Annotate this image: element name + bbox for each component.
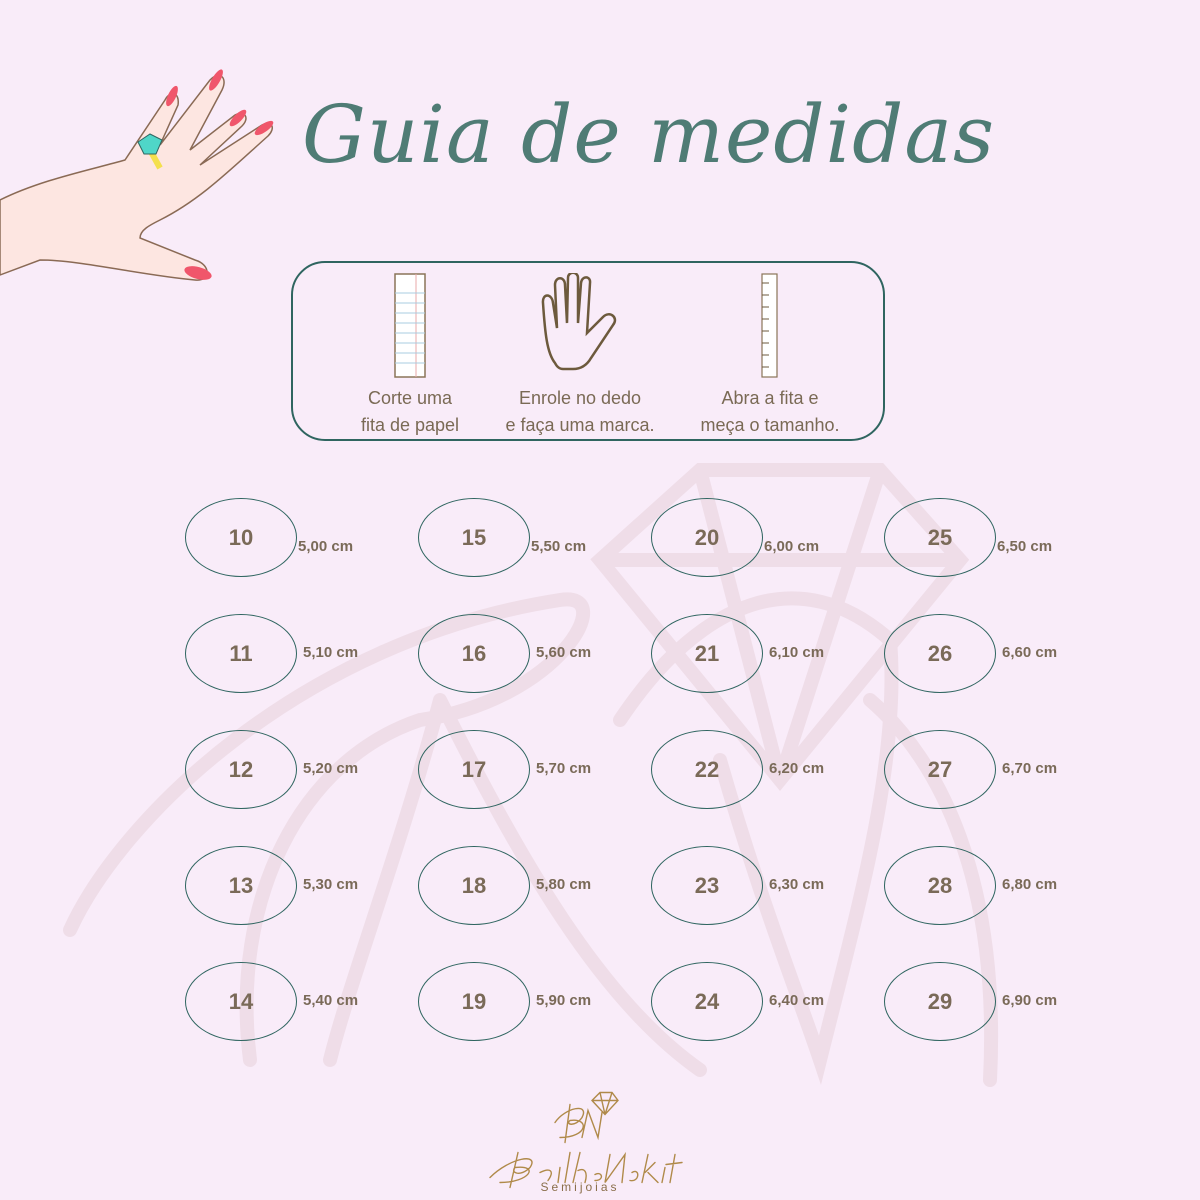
- circumference-label: 5,70 cm: [536, 760, 592, 777]
- circumference-label: 5,40 cm: [303, 992, 359, 1009]
- ring-size-16: 16: [418, 614, 530, 693]
- circumference-label: 6,90 cm: [1002, 992, 1058, 1009]
- ring-size-21: 21: [651, 614, 763, 693]
- circumference-label: 5,90 cm: [536, 992, 592, 1009]
- circumference-label: 6,40 cm: [769, 992, 825, 1009]
- circumference-label: 5,00 cm: [298, 538, 354, 555]
- brand-logo: [489, 1091, 683, 1189]
- ring-size-17: 17: [418, 730, 530, 809]
- circumference-label: 6,70 cm: [1002, 760, 1058, 777]
- step-text: fita de papel: [360, 415, 460, 435]
- circumference-label: 6,10 cm: [769, 644, 825, 661]
- ring-size-11: 11: [185, 614, 297, 693]
- step-text: Abra a fita e: [721, 388, 819, 408]
- ring-size-19: 19: [418, 962, 530, 1041]
- circumference-label: 6,50 cm: [997, 538, 1053, 555]
- circumference-label: 5,80 cm: [536, 876, 592, 893]
- ring-size-14: 14: [185, 962, 297, 1041]
- page-title: Guia de medidas: [302, 88, 996, 181]
- ring-size-20: 20: [651, 498, 763, 577]
- hand-icon: [541, 273, 617, 371]
- circumference-label: 5,30 cm: [303, 876, 359, 893]
- ring-size-24: 24: [651, 962, 763, 1041]
- circumference-label: 6,60 cm: [1002, 644, 1058, 661]
- ring-size-26: 26: [884, 614, 996, 693]
- ring-size-29: 29: [884, 962, 996, 1041]
- circumference-label: 6,00 cm: [764, 538, 820, 555]
- step-text: Corte uma: [367, 388, 453, 408]
- circumference-label: 6,30 cm: [769, 876, 825, 893]
- brand-tagline: Semijoias: [540, 1180, 620, 1194]
- ring-size-22: 22: [651, 730, 763, 809]
- ring-size-25: 25: [884, 498, 996, 577]
- circumference-label: 5,20 cm: [303, 760, 359, 777]
- ring-size-28: 28: [884, 846, 996, 925]
- step-text: meça o tamanho.: [700, 415, 840, 435]
- hand-with-ring-illustration: [0, 69, 274, 281]
- ring-size-15: 15: [418, 498, 530, 577]
- circumference-label: 6,20 cm: [769, 760, 825, 777]
- ring-size-18: 18: [418, 846, 530, 925]
- circumference-label: 6,80 cm: [1002, 876, 1058, 893]
- ring-size-27: 27: [884, 730, 996, 809]
- ring-size-13: 13: [185, 846, 297, 925]
- step-text: Enrole no dedo: [518, 388, 642, 408]
- ring-size-10: 10: [185, 498, 297, 577]
- ring-size-12: 12: [185, 730, 297, 809]
- circumference-label: 5,60 cm: [536, 644, 592, 661]
- instructions-panel: Corte uma fita de papel Enrole no dedo e f…: [291, 261, 885, 441]
- step-text: e faça uma marca.: [505, 415, 655, 435]
- ring-size-23: 23: [651, 846, 763, 925]
- circumference-label: 5,10 cm: [303, 644, 359, 661]
- paper-strip-icon: [394, 273, 426, 378]
- ruler-icon: [761, 273, 778, 378]
- circumference-label: 5,50 cm: [531, 538, 587, 555]
